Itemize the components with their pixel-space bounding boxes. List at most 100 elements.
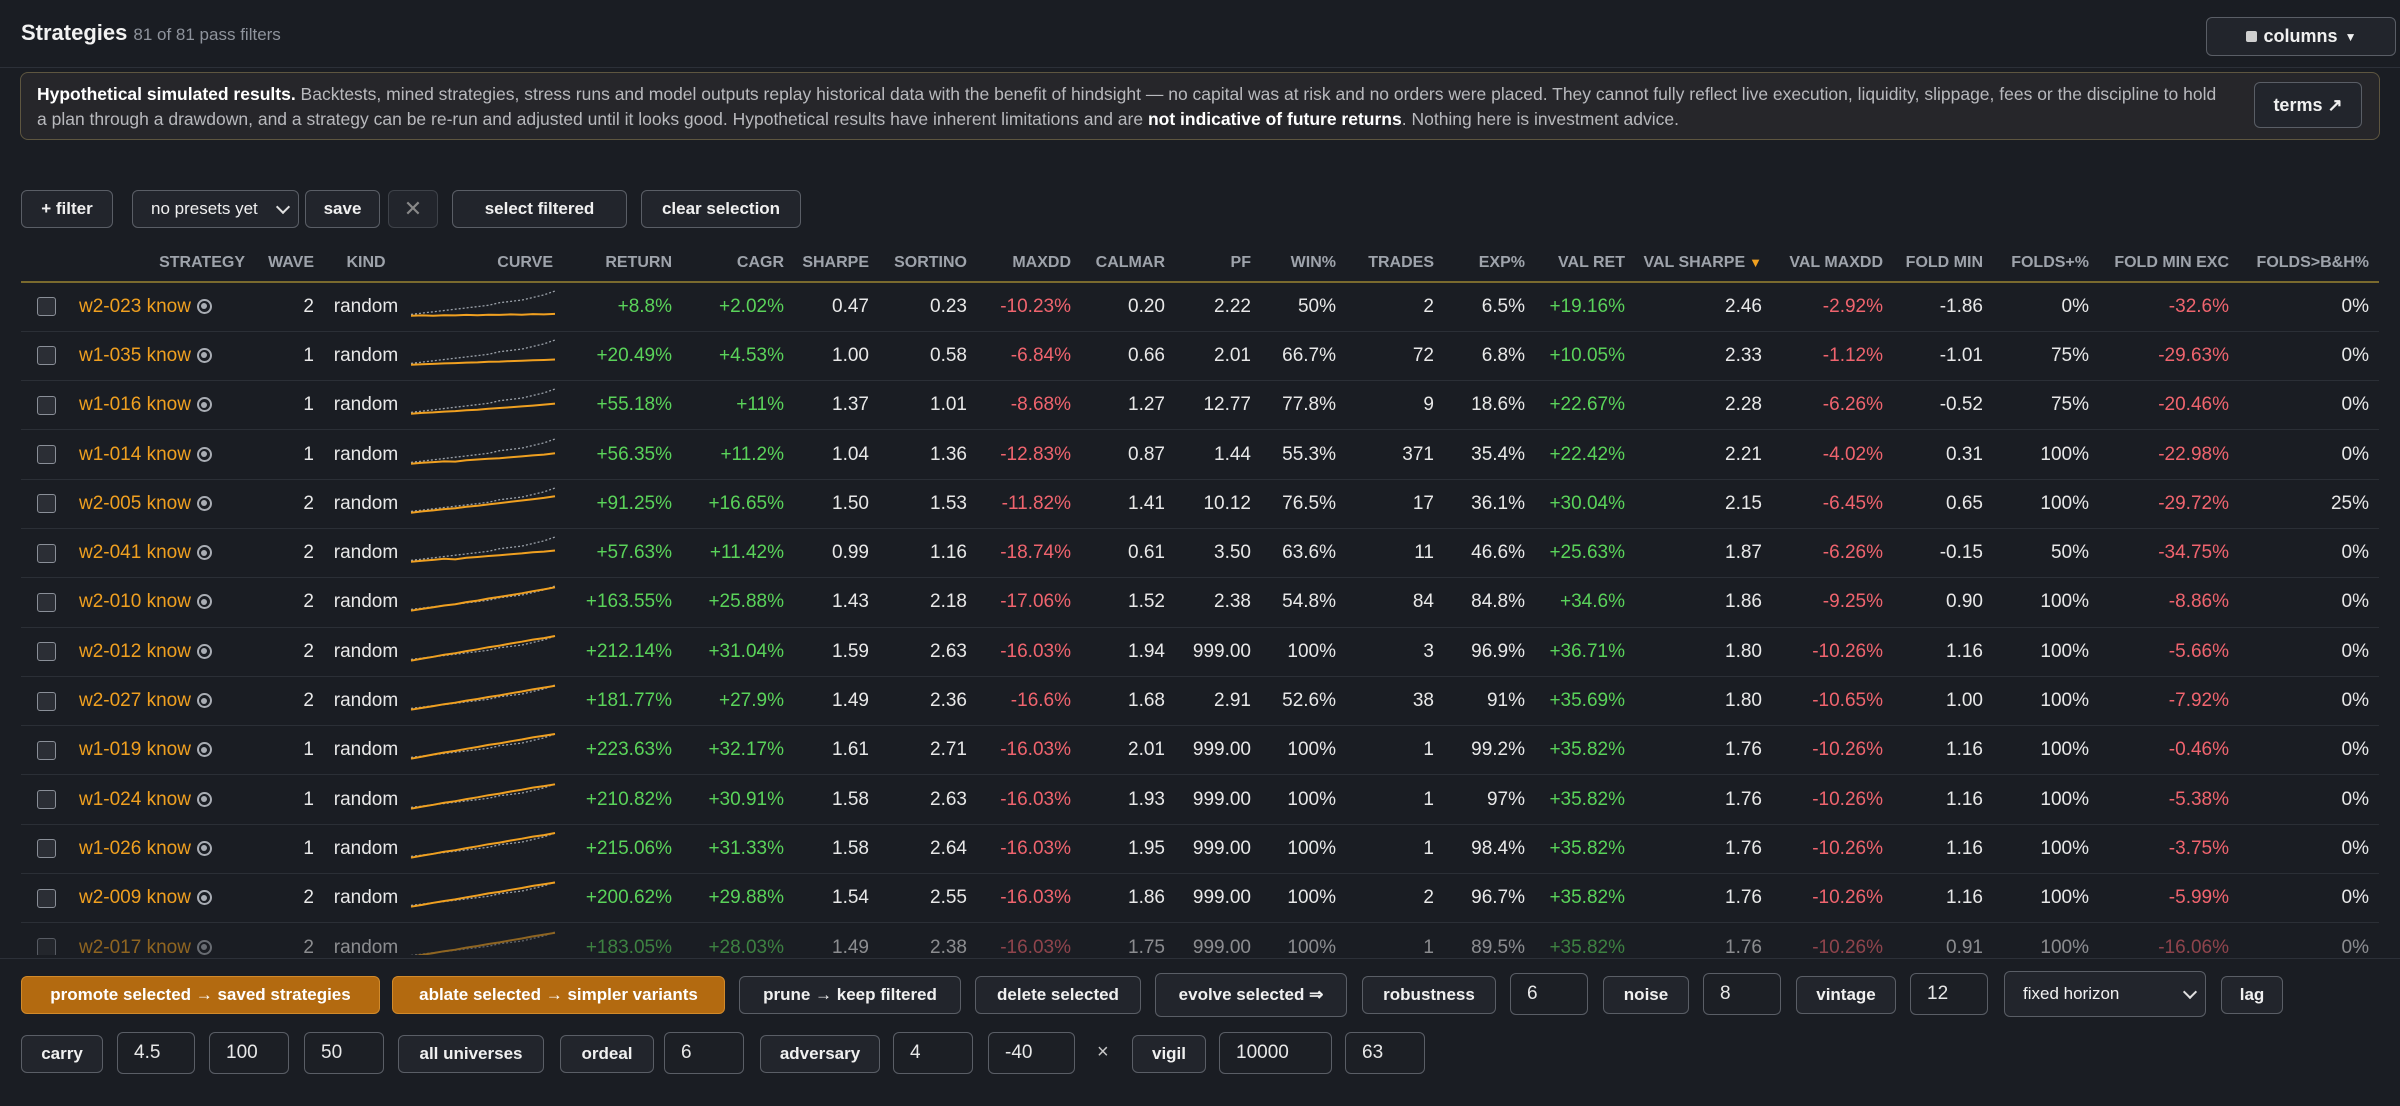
horizon-select[interactable]: fixed horizon	[2004, 971, 2206, 1017]
carry-input-2[interactable]: 100	[209, 1032, 289, 1074]
cell-strategy[interactable]: w1-014 know	[71, 429, 255, 480]
radio-dot-icon[interactable]	[196, 840, 212, 856]
terms-button[interactable]: terms ↗	[2254, 82, 2362, 128]
radio-dot-icon[interactable]	[196, 693, 212, 709]
header-kind[interactable]: KIND	[324, 244, 408, 283]
strategy-link[interactable]: w1-035 know	[79, 344, 191, 366]
table-row[interactable]: w1-019 know 1 random +223.63% +32.17% 1.61 2.7…	[21, 725, 2379, 776]
noise-input[interactable]: 8	[1703, 973, 1781, 1015]
vigil-button[interactable]: vigil	[1132, 1035, 1206, 1073]
strategy-link[interactable]: w2-005 know	[79, 492, 191, 514]
carry-input-3[interactable]: 50	[304, 1032, 384, 1074]
table-row[interactable]: w2-005 know 2 random +91.25% +16.65% 1.50 1.53…	[21, 479, 2379, 529]
table-row[interactable]: w1-035 know 1 random +20.49% +4.53% 1.00 0.58-…	[21, 331, 2379, 382]
cell-strategy[interactable]: w2-012 know	[71, 627, 255, 677]
header-exp[interactable]: EXP%	[1444, 244, 1535, 283]
adversary-button[interactable]: adversary	[760, 1035, 880, 1073]
table-row[interactable]: w2-041 know 2 random +57.63% +11.42% 0.99 1.16…	[21, 528, 2379, 579]
table-row[interactable]: w1-026 know 1 random +215.06% +31.33% 1.58 2.6…	[21, 824, 2379, 875]
cell-strategy[interactable]: w1-024 know	[71, 774, 255, 825]
vintage-button[interactable]: vintage	[1796, 976, 1896, 1014]
strategy-link[interactable]: w2-012 know	[79, 640, 191, 662]
table-row[interactable]: w2-023 know 2 random +8.8% +2.02% 0.47 0.23 -10…	[21, 282, 2379, 332]
cell-strategy[interactable]: w1-019 know	[71, 725, 255, 776]
radio-dot-icon[interactable]	[196, 742, 212, 758]
header-fold-min[interactable]: FOLD MIN	[1893, 244, 1993, 283]
row-checkbox[interactable]	[37, 445, 56, 465]
cell-strategy[interactable]: w1-035 know	[71, 331, 255, 382]
cell-strategy[interactable]: w2-023 know	[71, 282, 255, 332]
promote-selected-button[interactable]: promote selected → saved strategies	[21, 976, 380, 1014]
prune-button[interactable]: prune → keep filtered	[739, 976, 961, 1014]
cell-strategy[interactable]: w2-009 know	[71, 873, 255, 924]
row-checkbox[interactable]	[37, 740, 56, 760]
row-checkbox[interactable]	[37, 592, 56, 612]
header-trades[interactable]: TRADES	[1346, 244, 1444, 283]
radio-dot-icon[interactable]	[196, 594, 212, 610]
row-checkbox[interactable]	[37, 790, 56, 810]
table-row[interactable]: w1-016 know 1 random +55.18% +11% 1.37 1.01 -8.…	[21, 380, 2379, 431]
evolve-selected-button[interactable]: evolve selected ⇒	[1155, 973, 1347, 1017]
radio-dot-icon[interactable]	[196, 545, 212, 561]
header-val-sharpe[interactable]: VAL SHARPE ▼	[1635, 244, 1772, 283]
cell-strategy[interactable]: w2-017 know	[71, 922, 255, 956]
row-checkbox[interactable]	[37, 494, 56, 514]
table-row[interactable]: w1-014 know 1 random +56.35% +11.2% 1.04 1.36-…	[21, 429, 2379, 480]
table-row[interactable]: w2-012 know 2 random +212.14% +31.04% 1.59 2.6…	[21, 627, 2379, 677]
row-checkbox[interactable]	[37, 395, 56, 415]
vigil-input-2[interactable]: 63	[1345, 1032, 1425, 1074]
header-cagr[interactable]: CAGR	[682, 244, 794, 283]
vigil-input-1[interactable]: 10000	[1219, 1032, 1332, 1074]
table-viewport[interactable]: STRATEGY WAVE KIND CURVE RETURN CAGR SHA…	[0, 0, 2400, 955]
radio-dot-icon[interactable]	[196, 643, 212, 659]
strategy-link[interactable]: w1-019 know	[79, 739, 191, 761]
table-row[interactable]: w2-027 know 2 random +181.77% +27.9% 1.49 2.36…	[21, 676, 2379, 727]
cell-strategy[interactable]: w1-016 know	[71, 380, 255, 431]
table-row[interactable]: w2-010 know 2 random +163.55% +25.88% 1.43 2.1…	[21, 577, 2379, 628]
radio-dot-icon[interactable]	[196, 791, 212, 807]
strategy-link[interactable]: w2-023 know	[79, 295, 191, 317]
header-strategy[interactable]: STRATEGY	[71, 244, 255, 283]
row-checkbox[interactable]	[37, 691, 56, 711]
row-checkbox[interactable]	[37, 888, 56, 908]
strategy-link[interactable]: w2-041 know	[79, 542, 191, 564]
columns-button[interactable]: columns ▼	[2206, 17, 2396, 56]
radio-dot-icon[interactable]	[196, 939, 212, 955]
save-preset-button[interactable]: save	[305, 190, 380, 228]
header-sortino[interactable]: SORTINO	[879, 244, 977, 283]
header-folds-bh[interactable]: FOLDS>B&H%	[2239, 244, 2379, 283]
radio-dot-icon[interactable]	[196, 446, 212, 462]
header-fold-min-exc[interactable]: FOLD MIN EXC	[2099, 244, 2239, 283]
strategy-link[interactable]: w2-017 know	[79, 936, 191, 956]
radio-dot-icon[interactable]	[196, 347, 212, 363]
header-maxdd[interactable]: MAXDD	[977, 244, 1081, 283]
add-filter-button[interactable]: + filter	[21, 190, 113, 228]
noise-button[interactable]: noise	[1603, 976, 1689, 1014]
vintage-input[interactable]: 12	[1910, 973, 1988, 1015]
cell-strategy[interactable]: w2-027 know	[71, 676, 255, 727]
header-calmar[interactable]: CALMAR	[1081, 244, 1175, 283]
clear-selection-button[interactable]: clear selection	[641, 190, 801, 228]
lag-button[interactable]: lag	[2221, 976, 2283, 1014]
strategy-link[interactable]: w2-027 know	[79, 690, 191, 712]
row-checkbox[interactable]	[37, 937, 56, 955]
table-row[interactable]: w1-024 know 1 random +210.82% +30.91% 1.58 2.6…	[21, 774, 2379, 825]
ablate-selected-button[interactable]: ablate selected → simpler variants	[392, 976, 725, 1014]
cell-strategy[interactable]: w2-005 know	[71, 479, 255, 529]
header-return[interactable]: RETURN	[563, 244, 682, 283]
radio-dot-icon[interactable]	[196, 397, 212, 413]
row-checkbox[interactable]	[37, 543, 56, 563]
table-row[interactable]: w2-009 know 2 random +200.62% +29.88% 1.54 2.5…	[21, 873, 2379, 924]
cell-strategy[interactable]: w1-026 know	[71, 824, 255, 875]
radio-dot-icon[interactable]	[196, 495, 212, 511]
ordeal-input[interactable]: 6	[664, 1032, 744, 1074]
strategy-link[interactable]: w2-010 know	[79, 591, 191, 613]
row-checkbox[interactable]	[37, 346, 56, 366]
select-filtered-button[interactable]: select filtered	[452, 190, 627, 228]
adversary-input-2[interactable]: -40	[988, 1032, 1075, 1074]
delete-preset-button[interactable]: ✕	[388, 190, 438, 228]
all-universes-button[interactable]: all universes	[398, 1035, 544, 1073]
table-row[interactable]: w2-017 know 2 random +183.05% +28.03% 1.49 2.3…	[21, 922, 2379, 956]
radio-dot-icon[interactable]	[196, 890, 212, 906]
strategy-link[interactable]: w1-014 know	[79, 443, 191, 465]
